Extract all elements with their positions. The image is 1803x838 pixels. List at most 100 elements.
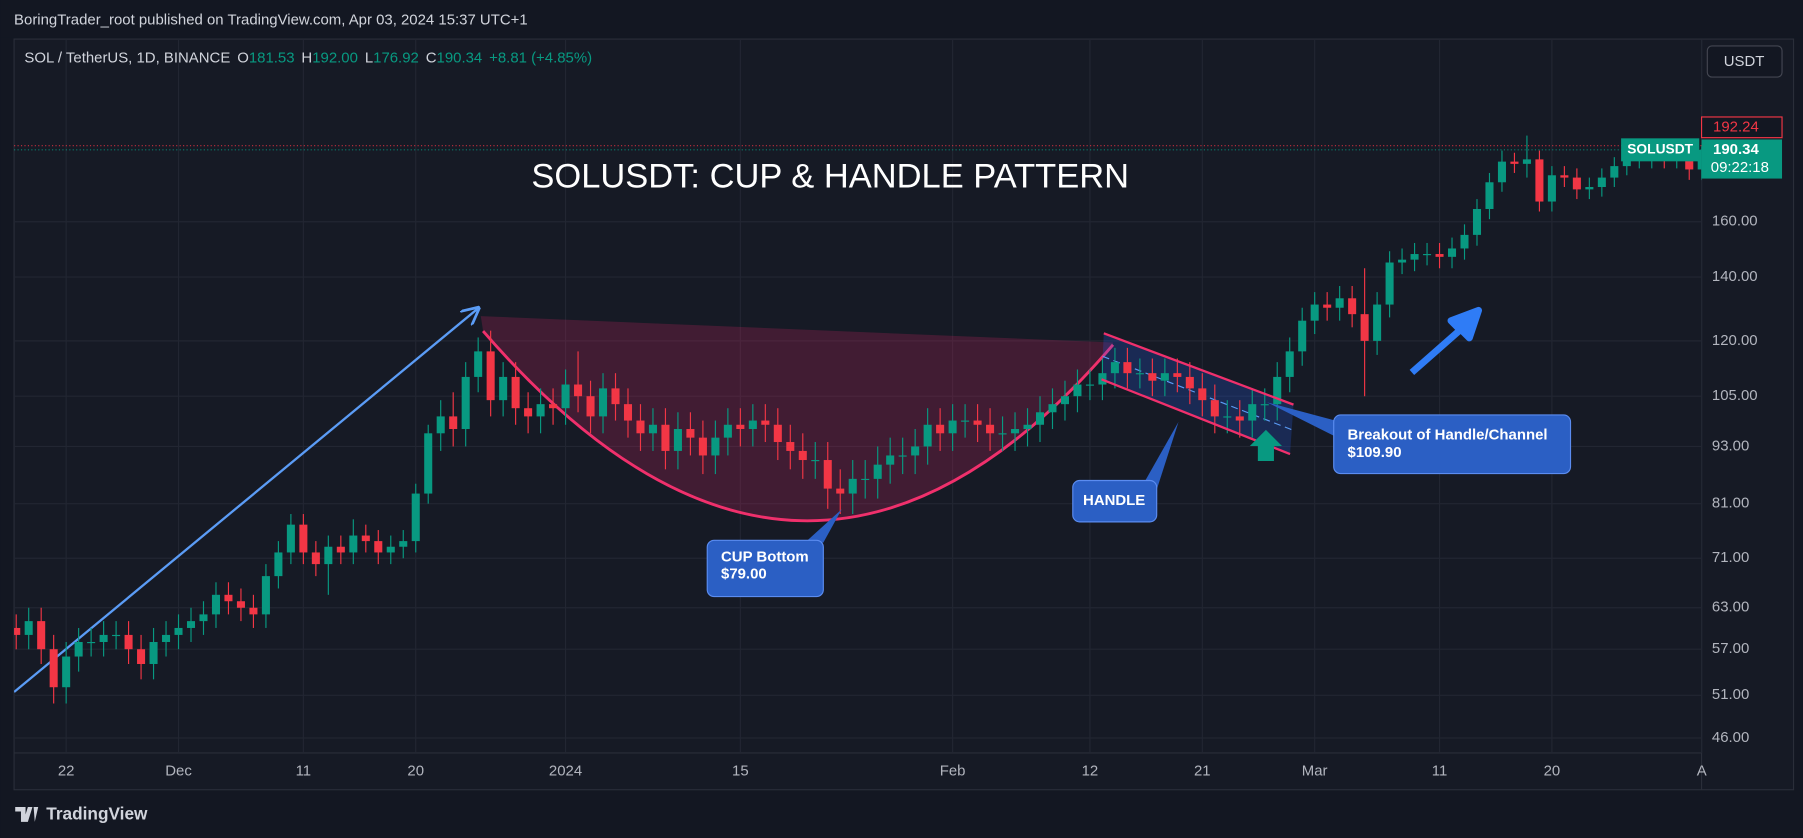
candle-body bbox=[836, 488, 845, 494]
candle-body bbox=[673, 429, 682, 451]
candle-body bbox=[786, 442, 795, 451]
brand-logo bbox=[15, 806, 39, 822]
candle-body bbox=[249, 607, 258, 615]
candle-body bbox=[773, 424, 782, 443]
candle-body bbox=[1373, 304, 1382, 341]
callout-box bbox=[1072, 479, 1158, 523]
candle-body bbox=[1023, 424, 1032, 430]
candle-body bbox=[1248, 404, 1257, 421]
callout-text: Breakout of Handle/Channel bbox=[1348, 427, 1548, 444]
candle-body bbox=[1073, 384, 1082, 397]
candle-body bbox=[1085, 384, 1094, 386]
candle-body bbox=[1323, 304, 1332, 308]
candle-body bbox=[736, 424, 745, 430]
candle-body bbox=[436, 416, 445, 434]
candle-body bbox=[361, 535, 370, 542]
candle-body bbox=[1460, 234, 1469, 249]
candle-body bbox=[1198, 388, 1207, 401]
candle-body bbox=[1522, 159, 1531, 164]
candle-body bbox=[386, 546, 395, 553]
candle-body bbox=[1348, 298, 1357, 315]
breakout-arrow bbox=[1409, 306, 1483, 376]
currency-button[interactable] bbox=[1706, 45, 1783, 78]
candle-body bbox=[1485, 182, 1494, 209]
candle-body bbox=[1048, 404, 1057, 413]
candle-body bbox=[124, 634, 133, 650]
y-tick-label: 105.00 bbox=[1712, 387, 1758, 404]
x-tick-label: 20 bbox=[1544, 762, 1561, 779]
currency[interactable]: USDT bbox=[1724, 53, 1765, 70]
breakout-marker bbox=[1249, 429, 1282, 461]
callout-pointer bbox=[1144, 421, 1179, 490]
candle-body bbox=[986, 424, 995, 434]
candle-body bbox=[224, 594, 233, 602]
y-tick-label: 46.00 bbox=[1712, 729, 1749, 746]
candle-body bbox=[274, 552, 283, 577]
callout-text: $109.90 bbox=[1348, 444, 1402, 461]
candle-body bbox=[611, 388, 620, 405]
price-label-box bbox=[1701, 139, 1783, 179]
candle-body bbox=[499, 376, 508, 401]
x-tick-label: 21 bbox=[1194, 762, 1211, 779]
callout-pointer bbox=[1267, 402, 1337, 437]
channel-top bbox=[1103, 332, 1294, 406]
candle-body bbox=[1510, 161, 1519, 164]
candle-body bbox=[162, 634, 171, 643]
candle-body bbox=[1547, 175, 1556, 202]
cup-curve bbox=[481, 330, 1115, 523]
candle-body bbox=[1285, 351, 1294, 377]
candle-body bbox=[848, 478, 857, 494]
candle-body bbox=[648, 424, 657, 434]
candle-body bbox=[87, 642, 96, 644]
candle-body bbox=[1385, 262, 1394, 305]
candle-body bbox=[1398, 259, 1407, 263]
candle-body bbox=[636, 420, 645, 434]
candle-body bbox=[661, 424, 670, 451]
y-tick-label: 51.00 bbox=[1712, 686, 1749, 703]
candle-body bbox=[211, 594, 220, 615]
candle-body bbox=[811, 460, 820, 462]
price-label: 192.24 bbox=[1713, 118, 1759, 135]
callout-text: CUP Bottom bbox=[721, 548, 809, 565]
candle-body bbox=[1223, 416, 1232, 418]
candle-body bbox=[761, 420, 770, 425]
candle-body bbox=[137, 649, 146, 664]
symbol-tag: SOLUSDT bbox=[1627, 141, 1693, 156]
candle-body bbox=[598, 388, 608, 417]
candle-body bbox=[349, 535, 358, 553]
callout-box bbox=[1333, 414, 1572, 475]
candle-body bbox=[1035, 412, 1045, 425]
candle-body bbox=[923, 424, 932, 447]
x-tick-label: 11 bbox=[296, 762, 312, 779]
countdown: 09:22:18 bbox=[1711, 159, 1769, 176]
x-tick-label: Feb bbox=[940, 762, 966, 779]
legend-value: 176.92 bbox=[373, 50, 419, 67]
candle-body bbox=[174, 627, 183, 635]
candle-body bbox=[99, 634, 108, 643]
candle-body bbox=[112, 634, 121, 637]
candle-body bbox=[1535, 159, 1544, 202]
chart-title: SOLUSDT: CUP & HANDLE PATTERN bbox=[531, 157, 1129, 195]
x-tick-label: A bbox=[1697, 762, 1707, 779]
candle-body bbox=[1360, 314, 1369, 341]
candle-body bbox=[686, 429, 695, 438]
candle-body bbox=[374, 541, 383, 553]
candle-body bbox=[1148, 373, 1157, 381]
candle-body bbox=[886, 455, 895, 465]
candle-body bbox=[911, 446, 920, 456]
candle-body bbox=[186, 621, 196, 628]
candle-body bbox=[1497, 161, 1506, 183]
candle-body bbox=[1110, 362, 1119, 374]
candle-body bbox=[973, 420, 982, 425]
candle-body bbox=[24, 621, 33, 635]
candle-body bbox=[1185, 376, 1194, 389]
candle-body bbox=[1310, 304, 1319, 321]
y-tick-label: 81.00 bbox=[1712, 495, 1749, 512]
candle-body bbox=[399, 541, 408, 547]
symbol-legend: SOL / TetherUS, 1D, BINANCE O181.53 H192.0… bbox=[24, 50, 592, 67]
symbol: SOL / TetherUS, 1D, BINANCE bbox=[24, 50, 230, 67]
candle-body bbox=[1298, 320, 1307, 352]
candle-body bbox=[1610, 166, 1619, 178]
candle-body bbox=[286, 524, 295, 553]
